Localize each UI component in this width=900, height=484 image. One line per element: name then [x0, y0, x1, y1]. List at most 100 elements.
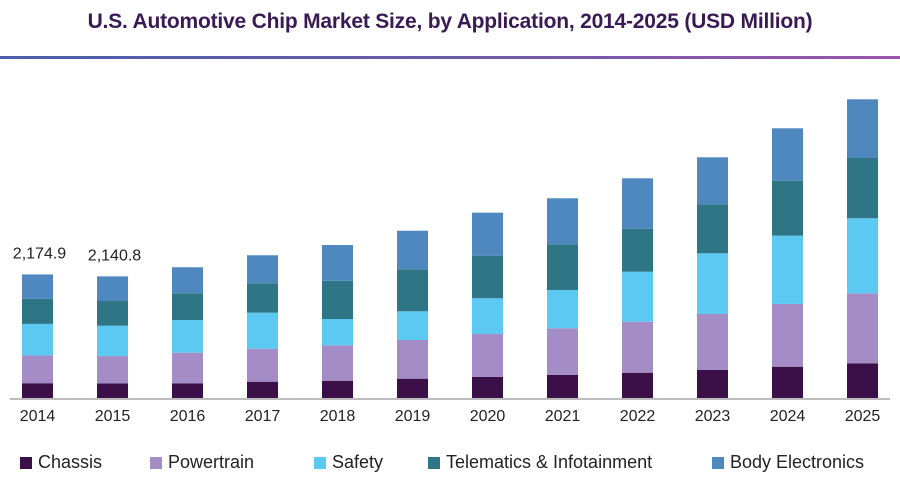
bar-segment-safety-2018	[322, 319, 353, 346]
x-tick-labels: 2014 2015 2016 2017 2018 2019 2020 2021 2022 2023…	[20, 408, 881, 425]
bar-stack-2017	[247, 255, 278, 398]
legend-item-powertrain: Powertrain	[150, 452, 254, 473]
bar-segment-body-electronics-2015	[97, 276, 128, 301]
bar-segment-body-electronics-2018	[322, 245, 353, 281]
bar-segment-chassis-2022	[622, 372, 653, 398]
bar-segment-telematics-infotainment-2014	[22, 298, 53, 324]
bar-segment-chassis-2017	[247, 381, 278, 398]
bar-segment-chassis-2015	[97, 383, 128, 398]
bar-stack-2024	[772, 128, 803, 398]
bar-segment-chassis-2021	[547, 374, 578, 398]
bar-segment-body-electronics-2022	[622, 178, 653, 229]
bar-segment-telematics-infotainment-2015	[97, 301, 128, 326]
bar-segment-safety-2021	[547, 289, 578, 329]
bar-segment-telematics-infotainment-2021	[547, 244, 578, 290]
bar-segment-body-electronics-2024	[772, 128, 803, 181]
bar-stack-2025	[847, 99, 878, 398]
bar-stack-2019	[397, 230, 428, 398]
bar-segment-safety-2023	[697, 253, 728, 314]
legend-item-chassis: Chassis	[20, 452, 102, 473]
bar-segment-powertrain-2019	[397, 339, 428, 379]
bar-segment-chassis-2024	[772, 366, 803, 398]
bar-segment-powertrain-2023	[697, 313, 728, 370]
bar-segment-chassis-2014	[22, 383, 53, 398]
x-tick-label: 2022	[620, 408, 656, 425]
x-tick-label: 2025	[845, 408, 881, 425]
bar-stack-2022	[622, 178, 653, 398]
bar-segment-chassis-2025	[847, 363, 878, 398]
bar-segment-chassis-2020	[472, 376, 503, 398]
bar-segment-powertrain-2025	[847, 293, 878, 364]
bar-segment-chassis-2023	[697, 369, 728, 398]
bar-segment-body-electronics-2025	[847, 99, 878, 158]
title-divider	[0, 56, 900, 59]
bar-segment-safety-2020	[472, 298, 503, 334]
bar-segment-telematics-infotainment-2018	[322, 280, 353, 320]
x-tick-label: 2017	[245, 408, 281, 425]
data-labels: 2,174.9 2,140.8	[13, 245, 141, 264]
bar-segment-body-electronics-2014	[22, 274, 53, 299]
x-tick-label: 2018	[320, 408, 356, 425]
bar-segment-body-electronics-2016	[172, 267, 203, 294]
bar-segment-safety-2014	[22, 323, 53, 356]
bar-segment-powertrain-2015	[97, 356, 128, 384]
legend-label: Powertrain	[168, 452, 255, 472]
bar-segment-powertrain-2016	[172, 352, 203, 384]
legend-label: Telematics & Infotainment	[446, 452, 653, 472]
bar-segment-body-electronics-2017	[247, 255, 278, 284]
bar-segment-safety-2017	[247, 312, 278, 349]
legend-item-safety: Safety	[314, 452, 383, 473]
bar-segment-powertrain-2018	[322, 345, 353, 381]
bars-group	[22, 99, 878, 398]
legend: Chassis Powertrain Safety Telematics & Info…	[0, 452, 900, 476]
legend-swatch	[428, 456, 440, 469]
bar-segment-powertrain-2017	[247, 348, 278, 382]
bar-segment-telematics-infotainment-2024	[772, 180, 803, 236]
bar-segment-telematics-infotainment-2020	[472, 255, 503, 299]
bar-stack-2016	[172, 267, 203, 398]
legend-swatch	[712, 456, 724, 469]
x-tick-label: 2014	[20, 408, 56, 425]
bar-segment-telematics-infotainment-2016	[172, 293, 203, 320]
x-tick-label: 2023	[695, 408, 731, 425]
x-tick-label: 2020	[470, 408, 506, 425]
bar-segment-telematics-infotainment-2017	[247, 283, 278, 313]
bar-segment-safety-2019	[397, 311, 428, 340]
bar-segment-body-electronics-2019	[397, 230, 428, 270]
bar-stack-2021	[547, 198, 578, 398]
bar-segment-safety-2024	[772, 235, 803, 304]
bar-segment-chassis-2016	[172, 383, 203, 398]
bar-segment-body-electronics-2023	[697, 157, 728, 205]
bar-segment-chassis-2018	[322, 380, 353, 398]
legend-label: Chassis	[38, 452, 103, 472]
bar-segment-telematics-infotainment-2025	[847, 158, 878, 219]
bar-segment-chassis-2019	[397, 378, 428, 398]
x-tick-label: 2021	[545, 408, 581, 425]
x-tick-label: 2024	[770, 408, 806, 425]
legend-label: Safety	[332, 452, 384, 472]
legend-label: Body Electronics	[730, 452, 865, 472]
bar-segment-safety-2022	[622, 271, 653, 322]
bar-segment-powertrain-2022	[622, 321, 653, 373]
bar-segment-telematics-infotainment-2022	[622, 228, 653, 272]
bar-segment-safety-2016	[172, 319, 203, 353]
legend-item-body-electronics: Body Electronics	[712, 452, 864, 473]
bar-stack-2020	[472, 212, 503, 398]
data-label-2014: 2,174.9	[13, 245, 66, 262]
bar-segment-powertrain-2021	[547, 328, 578, 375]
bar-segment-powertrain-2014	[22, 355, 53, 384]
x-tick-label: 2016	[170, 408, 206, 425]
legend-swatch	[150, 456, 162, 469]
bar-segment-body-electronics-2020	[472, 212, 503, 256]
bar-segment-powertrain-2024	[772, 303, 803, 367]
bar-segment-powertrain-2020	[472, 333, 503, 377]
x-tick-label: 2015	[95, 408, 131, 425]
bar-stack-2023	[697, 157, 728, 398]
legend-swatch	[314, 456, 326, 469]
bar-segment-telematics-infotainment-2023	[697, 204, 728, 254]
legend-swatch	[20, 456, 32, 469]
bar-segment-safety-2015	[97, 325, 128, 357]
bar-segment-telematics-infotainment-2019	[397, 269, 428, 312]
bar-segment-safety-2025	[847, 218, 878, 294]
x-tick-label: 2019	[395, 408, 431, 425]
